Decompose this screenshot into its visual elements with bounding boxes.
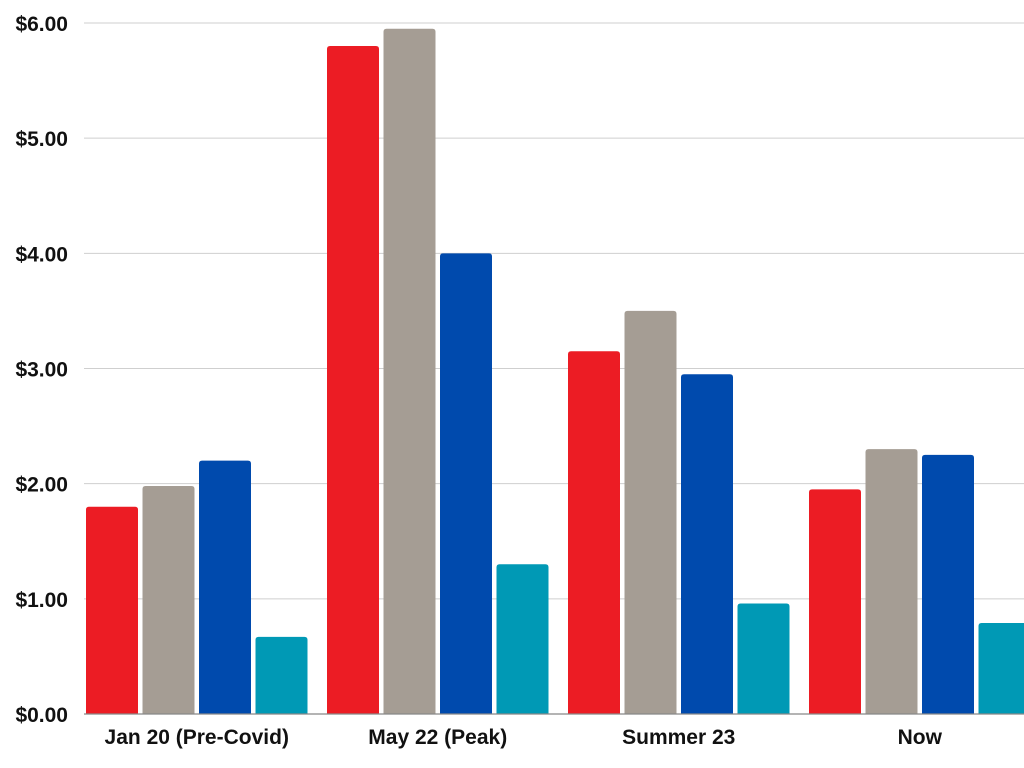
bar-series-4-1 <box>255 636 308 714</box>
bar-series-4-2 <box>496 564 549 714</box>
bar-series-2-2 <box>383 28 436 714</box>
y-tick-label: $6.00 <box>15 13 68 36</box>
bar-series-3-3 <box>681 374 733 714</box>
bar-series-4-4 <box>978 623 1024 714</box>
x-category-label: Jan 20 (Pre-Covid) <box>105 726 289 749</box>
x-axis-category-labels: Jan 20 (Pre-Covid) May 22 (Peak) Summer 23… <box>105 726 943 749</box>
bar-series-1-1 <box>86 506 138 714</box>
bar-series-2-4 <box>865 449 918 714</box>
y-tick-label: $1.00 <box>15 589 68 612</box>
bar-series-4-3 <box>737 603 790 714</box>
x-category-label: Now <box>898 726 943 749</box>
y-tick-label: $5.00 <box>15 128 68 151</box>
bar-series-2-1 <box>142 485 195 714</box>
y-tick-label: $4.00 <box>15 243 68 266</box>
bar-series-3-2 <box>440 253 492 715</box>
bar-series-1-2 <box>327 46 379 715</box>
bar-series-2-3 <box>624 310 677 714</box>
bar-series-3-4 <box>922 454 974 714</box>
y-axis-tick-labels: $0.00 $1.00 $2.00 $3.00 $4.00 $5.00 $6.00 <box>15 13 68 727</box>
x-category-label: May 22 (Peak) <box>368 726 507 749</box>
bars <box>86 28 1024 715</box>
bar-series-1-3 <box>568 351 620 714</box>
bar-series-1-4 <box>809 489 861 714</box>
y-tick-label: $3.00 <box>15 359 68 382</box>
y-tick-label: $0.00 <box>15 704 68 727</box>
bar-series-3-1 <box>199 460 251 714</box>
y-tick-label: $2.00 <box>15 474 68 497</box>
x-category-label: Summer 23 <box>622 726 735 749</box>
